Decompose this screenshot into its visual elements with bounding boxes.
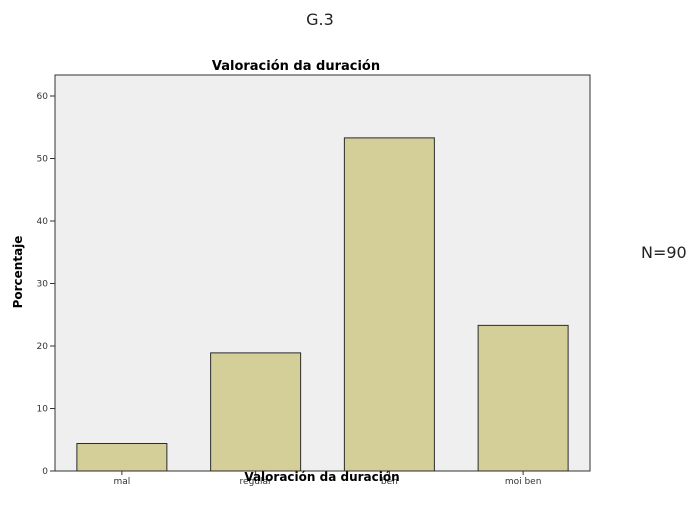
y-axis: 0 10 20 30 40 50 60 xyxy=(37,92,55,477)
y-tick-label: 10 xyxy=(37,405,49,415)
x-tick-label: mal xyxy=(113,477,130,487)
y-tick-label: 30 xyxy=(37,280,49,290)
x-tick-label: regular xyxy=(240,477,272,487)
figure-label: G.3 xyxy=(306,10,334,29)
y-tick-label: 20 xyxy=(37,342,49,352)
y-tick-label: 0 xyxy=(42,467,48,477)
x-tick-label: moi ben xyxy=(505,477,542,487)
x-axis: mal regular ben moi ben xyxy=(113,471,541,487)
chart-title: Valoración da duración xyxy=(212,59,380,74)
bar-regular xyxy=(210,352,302,472)
bar-mal xyxy=(76,443,168,472)
x-axis-title: Valoración da duración xyxy=(244,470,399,484)
y-axis-title: Porcentaje xyxy=(11,236,25,309)
bar-ben xyxy=(343,137,435,472)
bar-moi-ben xyxy=(477,324,569,472)
y-tick-label: 40 xyxy=(37,217,49,227)
x-tick-label: ben xyxy=(381,477,398,487)
sample-size-annotation: N=90 xyxy=(641,243,687,262)
y-tick-label: 50 xyxy=(37,155,49,165)
y-tick-label: 60 xyxy=(37,92,49,102)
bars-group xyxy=(76,137,569,472)
